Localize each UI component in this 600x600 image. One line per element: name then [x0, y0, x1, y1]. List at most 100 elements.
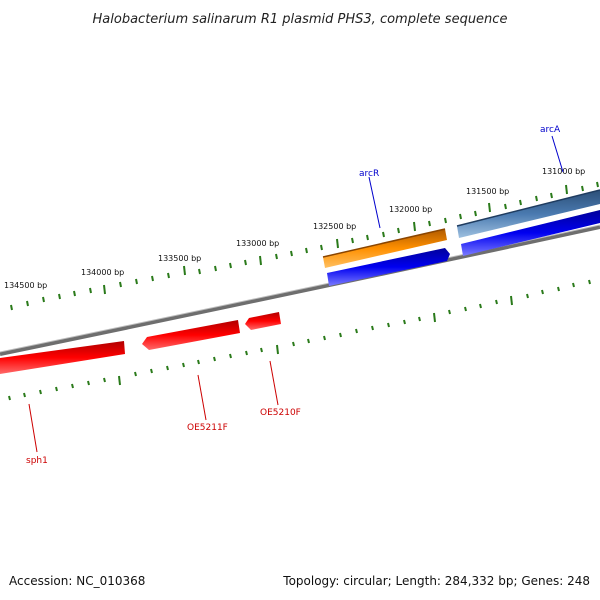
callout-OE5211F — [197, 374, 207, 421]
gene-blue-2[interactable] — [461, 210, 600, 256]
tick — [260, 347, 263, 353]
tick — [8, 395, 11, 401]
tick — [197, 359, 200, 365]
tick — [433, 312, 436, 323]
tick — [371, 325, 374, 331]
tick — [307, 338, 310, 344]
ruler-label: 133500 bp — [158, 254, 201, 263]
tick — [526, 293, 529, 299]
tick — [103, 377, 106, 383]
tick — [323, 335, 326, 341]
tick — [355, 328, 358, 334]
tick — [305, 247, 308, 254]
gene-arcR[interactable] — [323, 229, 447, 268]
tick — [541, 289, 544, 295]
gene-OE5210F[interactable] — [245, 312, 281, 330]
tick — [23, 392, 26, 398]
callout-arcA — [551, 135, 564, 173]
tick — [448, 309, 451, 315]
tick — [151, 275, 154, 282]
ruler-label: 131000 bp — [542, 167, 585, 176]
tick — [58, 293, 61, 300]
tick — [588, 279, 591, 285]
tick — [167, 272, 170, 279]
gene-sph1[interactable] — [0, 341, 125, 374]
tick — [229, 262, 232, 269]
tick — [366, 234, 369, 241]
tick — [244, 259, 247, 266]
tick — [336, 238, 339, 249]
tick — [320, 244, 323, 251]
gene-label-OE5211F[interactable]: OE5211F — [187, 423, 228, 433]
tick — [596, 181, 599, 188]
tick — [444, 217, 447, 224]
gene-arcR-edge — [322, 228, 446, 258]
tick — [119, 281, 122, 288]
tick — [387, 322, 390, 328]
gene-blue-1[interactable] — [327, 248, 450, 286]
tick — [572, 282, 575, 288]
gene-OE5211F[interactable] — [142, 320, 240, 350]
tick — [42, 296, 45, 303]
tick — [259, 255, 262, 266]
ruler-label: 132500 bp — [313, 222, 356, 231]
tick — [290, 250, 293, 257]
tick — [89, 287, 92, 294]
inner-ruler — [8, 279, 591, 401]
ruler-label: 134500 bp — [4, 281, 47, 290]
ruler-label: 134000 bp — [81, 268, 124, 277]
tick — [87, 380, 90, 386]
tick — [229, 353, 232, 359]
tick — [382, 231, 385, 238]
tick — [459, 213, 462, 220]
tick — [519, 199, 522, 206]
callout-sph1 — [28, 403, 38, 453]
gene-label-sph1[interactable]: sph1 — [26, 456, 48, 466]
gene-label-arcR[interactable]: arcR — [359, 169, 379, 179]
tick — [479, 303, 482, 309]
tick — [213, 356, 216, 362]
tick — [488, 202, 491, 213]
outer-ruler — [10, 181, 599, 311]
tick — [26, 300, 29, 307]
tick — [182, 362, 185, 368]
tick — [150, 368, 153, 374]
tick — [351, 237, 354, 244]
tick — [535, 195, 538, 202]
tick — [565, 184, 568, 195]
ruler-label: 132000 bp — [389, 205, 432, 214]
gene-label-OE5210F[interactable]: OE5210F — [260, 408, 301, 418]
callout-OE5210F — [269, 360, 279, 406]
tick — [292, 341, 295, 347]
tick — [510, 295, 513, 306]
tick — [339, 332, 342, 338]
tick — [550, 192, 553, 199]
tick — [135, 278, 138, 285]
tick — [198, 268, 201, 275]
topology-text: Topology: circular; Length: 284,332 bp; … — [283, 574, 590, 588]
gene-arcA[interactable] — [457, 190, 600, 238]
tick — [183, 265, 186, 276]
tick — [581, 185, 584, 192]
tick — [495, 299, 498, 305]
tick — [166, 365, 169, 371]
gene-arcA-edge — [456, 189, 600, 227]
tick — [413, 221, 416, 232]
tick — [10, 304, 13, 311]
tick — [103, 284, 106, 295]
tick — [118, 375, 121, 386]
tick — [418, 316, 421, 322]
tick — [134, 371, 137, 377]
tick — [403, 319, 406, 325]
tick — [71, 383, 74, 389]
tick — [504, 203, 507, 210]
tick — [276, 344, 279, 355]
callout-arcR — [368, 176, 381, 229]
tick — [73, 290, 76, 297]
tick — [474, 210, 477, 217]
tick — [397, 227, 400, 234]
map-title: Halobacterium salinarum R1 plasmid PHS3,… — [93, 12, 508, 27]
gene-label-arcA[interactable]: arcA — [540, 125, 561, 135]
tick — [428, 220, 431, 227]
